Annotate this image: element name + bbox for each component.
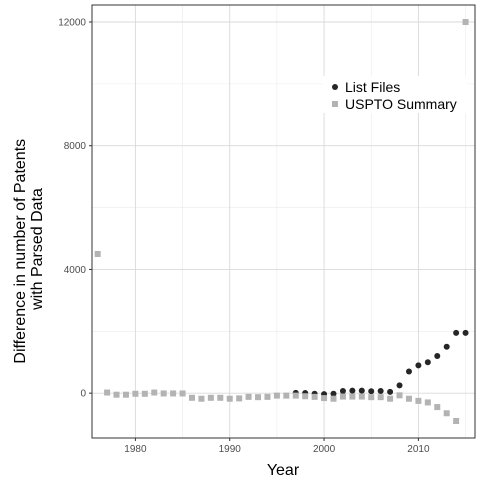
legend: List Files USPTO Summary <box>323 76 467 113</box>
x-tick-label: 1980 <box>124 444 147 455</box>
x-tick-label: 2000 <box>313 444 336 455</box>
point-uspto-summary <box>293 393 299 399</box>
y-axis-title-line-2: with Parsed Data <box>29 188 46 311</box>
point-uspto-summary <box>321 395 327 401</box>
x-axis-title: Year <box>267 462 300 479</box>
point-uspto-summary <box>340 394 346 400</box>
point-uspto-summary <box>189 395 195 401</box>
point-uspto-summary <box>170 390 176 396</box>
point-uspto-summary <box>453 418 459 424</box>
point-list-files <box>378 388 384 394</box>
point-list-files <box>463 330 469 336</box>
point-list-files <box>349 388 355 394</box>
y-tick-label: 12000 <box>58 18 86 29</box>
point-uspto-summary <box>434 404 440 410</box>
point-uspto-summary <box>444 410 450 416</box>
point-uspto-summary <box>217 395 223 401</box>
point-uspto-summary <box>246 394 252 400</box>
legend-key-uspto-summary <box>332 101 338 107</box>
point-uspto-summary <box>330 396 336 402</box>
point-uspto-summary <box>359 394 365 400</box>
point-uspto-summary <box>114 392 120 398</box>
point-list-files <box>368 388 374 394</box>
point-list-files <box>425 359 431 365</box>
point-list-files <box>415 362 421 368</box>
point-list-files <box>434 353 440 359</box>
point-uspto-summary <box>151 390 157 396</box>
point-uspto-summary <box>283 393 289 399</box>
point-uspto-summary <box>104 390 110 396</box>
point-list-files <box>444 344 450 350</box>
point-uspto-summary <box>132 391 138 397</box>
x-tick-label: 2010 <box>407 444 430 455</box>
point-uspto-summary <box>180 390 186 396</box>
point-list-files <box>359 388 365 394</box>
point-uspto-summary <box>95 251 101 257</box>
y-tick-label: 4000 <box>64 265 87 276</box>
point-list-files <box>453 330 459 336</box>
point-uspto-summary <box>123 392 129 398</box>
point-uspto-summary <box>387 396 393 402</box>
y-tick-label: 8000 <box>64 141 87 152</box>
point-list-files <box>397 382 403 388</box>
point-uspto-summary <box>415 398 421 404</box>
point-uspto-summary <box>227 396 233 402</box>
legend-label-list-files: List Files <box>345 79 400 95</box>
y-tick-label: 0 <box>80 389 86 400</box>
point-uspto-summary <box>208 395 214 401</box>
point-uspto-summary <box>425 399 431 405</box>
point-uspto-summary <box>463 19 469 25</box>
point-list-files <box>406 369 412 375</box>
point-uspto-summary <box>397 392 403 398</box>
point-uspto-summary <box>302 393 308 399</box>
point-uspto-summary <box>378 394 384 400</box>
point-uspto-summary <box>142 391 148 397</box>
point-uspto-summary <box>198 396 204 402</box>
point-list-files <box>340 388 346 394</box>
point-uspto-summary <box>349 394 355 400</box>
point-uspto-summary <box>264 394 270 400</box>
point-uspto-summary <box>236 395 242 401</box>
point-uspto-summary <box>255 394 261 400</box>
x-tick-label: 1990 <box>219 444 242 455</box>
legend-label-uspto-summary: USPTO Summary <box>345 96 457 112</box>
y-axis-title-line-1: Difference in number of Patents <box>12 139 29 364</box>
point-uspto-summary <box>274 393 280 399</box>
point-list-files <box>387 389 393 395</box>
point-uspto-summary <box>368 394 374 400</box>
point-uspto-summary <box>161 390 167 396</box>
point-uspto-summary <box>406 396 412 402</box>
legend-key-list-files <box>332 84 338 90</box>
point-uspto-summary <box>312 394 318 400</box>
